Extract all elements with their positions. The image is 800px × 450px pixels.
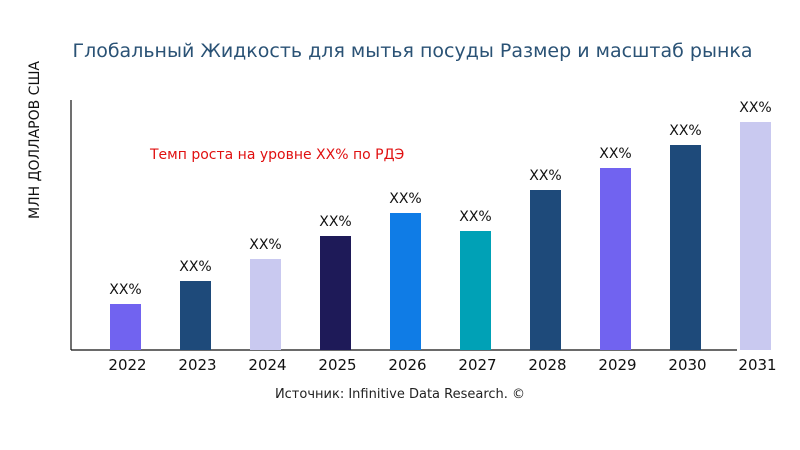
bar-2027 — [460, 231, 491, 350]
data-label-2027: XX% — [459, 209, 491, 225]
x-tick-2022: 2022 — [108, 356, 146, 374]
source-note: Источник: Infinitive Data Research. © — [274, 387, 526, 402]
bar-2023 — [180, 281, 211, 350]
bar-2022 — [110, 304, 141, 350]
bar-2029 — [600, 168, 631, 350]
x-tick-2023: 2023 — [178, 356, 216, 374]
x-tick-2030: 2030 — [668, 356, 706, 374]
x-tick-2026: 2026 — [388, 356, 426, 374]
data-label-2024: XX% — [249, 237, 281, 253]
data-label-2029: XX% — [599, 146, 631, 162]
x-tick-2029: 2029 — [598, 356, 636, 374]
data-label-2023: XX% — [179, 259, 211, 275]
data-label-2031: XX% — [739, 100, 771, 116]
bar-2031 — [740, 122, 771, 350]
bar-2024 — [250, 259, 281, 350]
x-tick-2027: 2027 — [458, 356, 496, 374]
bar-2025 — [320, 236, 351, 350]
x-tick-2025: 2025 — [318, 356, 356, 374]
data-label-2026: XX% — [389, 191, 421, 207]
data-label-2025: XX% — [319, 214, 351, 230]
growth-annotation: Темп роста на уровне XX% по РДЭ — [150, 147, 405, 163]
data-label-2022: XX% — [109, 282, 141, 298]
chart-title: Глобальный Жидкость для мытья посуды Раз… — [72, 40, 753, 62]
x-tick-2024: 2024 — [248, 356, 286, 374]
x-tick-2028: 2028 — [528, 356, 566, 374]
bar-2030 — [670, 145, 701, 350]
data-label-2028: XX% — [529, 168, 561, 184]
x-tick-2031: 2031 — [738, 356, 776, 374]
data-label-2030: XX% — [669, 123, 701, 139]
bar-2028 — [530, 190, 561, 350]
bar-2026 — [390, 213, 421, 350]
